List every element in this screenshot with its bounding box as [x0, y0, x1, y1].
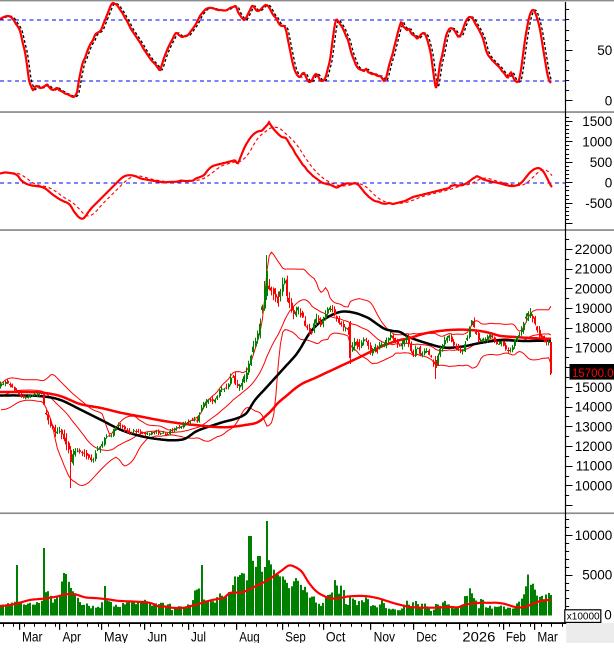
svg-text:Mar: Mar	[537, 628, 558, 643]
svg-text:50: 50	[597, 43, 612, 58]
svg-text:21000: 21000	[575, 262, 613, 277]
svg-text:22000: 22000	[575, 242, 613, 257]
svg-text:Jul: Jul	[191, 628, 206, 643]
svg-text:Nov: Nov	[374, 628, 396, 643]
svg-text:0: 0	[605, 94, 613, 109]
svg-text:May: May	[104, 628, 128, 643]
svg-text:Sep: Sep	[285, 628, 306, 643]
svg-text:0: 0	[605, 175, 613, 190]
svg-text:Jun: Jun	[148, 628, 168, 643]
svg-text:0: 0	[604, 608, 612, 623]
svg-text:1500: 1500	[582, 114, 612, 129]
svg-text:500: 500	[590, 155, 613, 170]
svg-text:5000: 5000	[582, 568, 612, 583]
svg-text:18000: 18000	[575, 321, 613, 336]
svg-text:Apr: Apr	[63, 628, 82, 643]
svg-text:Aug: Aug	[239, 628, 260, 643]
svg-text:13000: 13000	[575, 419, 613, 434]
svg-text:12000: 12000	[575, 439, 613, 454]
svg-text:17000: 17000	[575, 340, 613, 355]
svg-text:Feb: Feb	[506, 628, 526, 643]
svg-text:2026: 2026	[462, 628, 495, 643]
svg-text:10000: 10000	[575, 478, 613, 493]
svg-text:15000: 15000	[575, 380, 613, 395]
svg-text:1000: 1000	[582, 134, 612, 149]
svg-text:11000: 11000	[576, 459, 613, 474]
svg-text:-500: -500	[585, 196, 612, 211]
svg-text:Oct: Oct	[326, 628, 346, 643]
svg-text:14000: 14000	[575, 400, 613, 415]
svg-text:19000: 19000	[575, 301, 613, 316]
svg-text:x10000: x10000	[567, 612, 600, 623]
svg-text:15700.00: 15700.00	[572, 368, 614, 380]
svg-text:10000: 10000	[575, 528, 613, 543]
svg-text:Mar: Mar	[22, 628, 43, 643]
svg-text:20000: 20000	[575, 281, 613, 296]
svg-text:Dec: Dec	[416, 628, 437, 643]
